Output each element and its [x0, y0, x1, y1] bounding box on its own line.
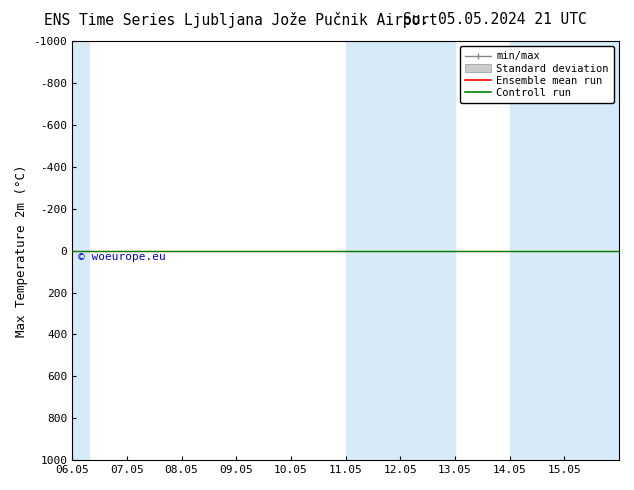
Text: © woeurope.eu: © woeurope.eu [77, 252, 165, 262]
Text: Su. 05.05.2024 21 UTC: Su. 05.05.2024 21 UTC [403, 12, 586, 27]
Bar [510, 41, 619, 460]
Legend: min/max, Standard deviation, Ensemble mean run, Controll run: min/max, Standard deviation, Ensemble me… [460, 46, 614, 103]
Bar [72, 41, 89, 460]
Text: ENS Time Series Ljubljana Jože Pučnik Airport: ENS Time Series Ljubljana Jože Pučnik Ai… [44, 12, 438, 28]
Bar [346, 41, 455, 460]
Y-axis label: Max Temperature 2m (°C): Max Temperature 2m (°C) [15, 164, 28, 337]
